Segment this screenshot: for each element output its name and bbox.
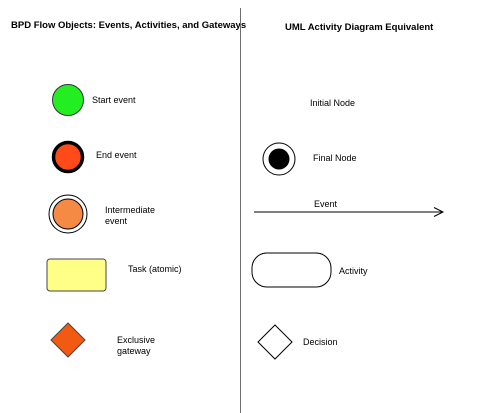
- exclusive-gateway-label-line2: gateway: [117, 346, 151, 356]
- decision-diamond: [257, 324, 293, 360]
- end-event-circle: [51, 140, 85, 174]
- task-rectangle: [46, 258, 107, 292]
- intermediate-event-inner-circle: [52, 198, 84, 230]
- final-node-inner-dot: [268, 148, 290, 170]
- exclusive-gateway-icon: [50, 322, 86, 358]
- bpd-panel-title: BPD Flow Objects: Events, Activities, an…: [11, 20, 247, 31]
- intermediate-event-label-line2: event: [105, 216, 128, 226]
- event-arrow-icon: [254, 207, 445, 217]
- event-arrow-head: [433, 207, 445, 217]
- exclusive-gateway-label-line1: Exclusive: [117, 335, 156, 345]
- decision-label: Decision: [303, 337, 338, 347]
- activity-label: Activity: [339, 266, 368, 276]
- uml-panel-title: UML Activity Diagram Equivalent: [285, 22, 434, 33]
- task-icon: [46, 258, 107, 292]
- intermediate-event-label-line1: Intermediate: [105, 205, 156, 215]
- task-label: Task (atomic): [128, 264, 182, 274]
- start-event-label: Start event: [92, 95, 136, 105]
- end-event-label: End event: [96, 150, 137, 160]
- intermediate-event-label: Intermediate event: [105, 205, 155, 227]
- activity-rounded-rectangle: [251, 252, 332, 288]
- final-node-label: Final Node: [313, 153, 357, 163]
- start-event-icon: [52, 84, 84, 116]
- decision-icon: [257, 324, 293, 360]
- event-label: Event: [314, 199, 338, 209]
- exclusive-gateway-label: Exclusive gateway: [117, 335, 155, 357]
- exclusive-gateway-diamond: [50, 322, 86, 358]
- final-node-icon: [262, 142, 296, 176]
- column-divider: [240, 8, 241, 413]
- end-event-icon: [51, 140, 85, 174]
- intermediate-event-icon: [48, 194, 88, 234]
- initial-node-label: Initial Node: [310, 98, 356, 108]
- activity-icon: [251, 252, 332, 288]
- start-event-circle: [52, 84, 84, 116]
